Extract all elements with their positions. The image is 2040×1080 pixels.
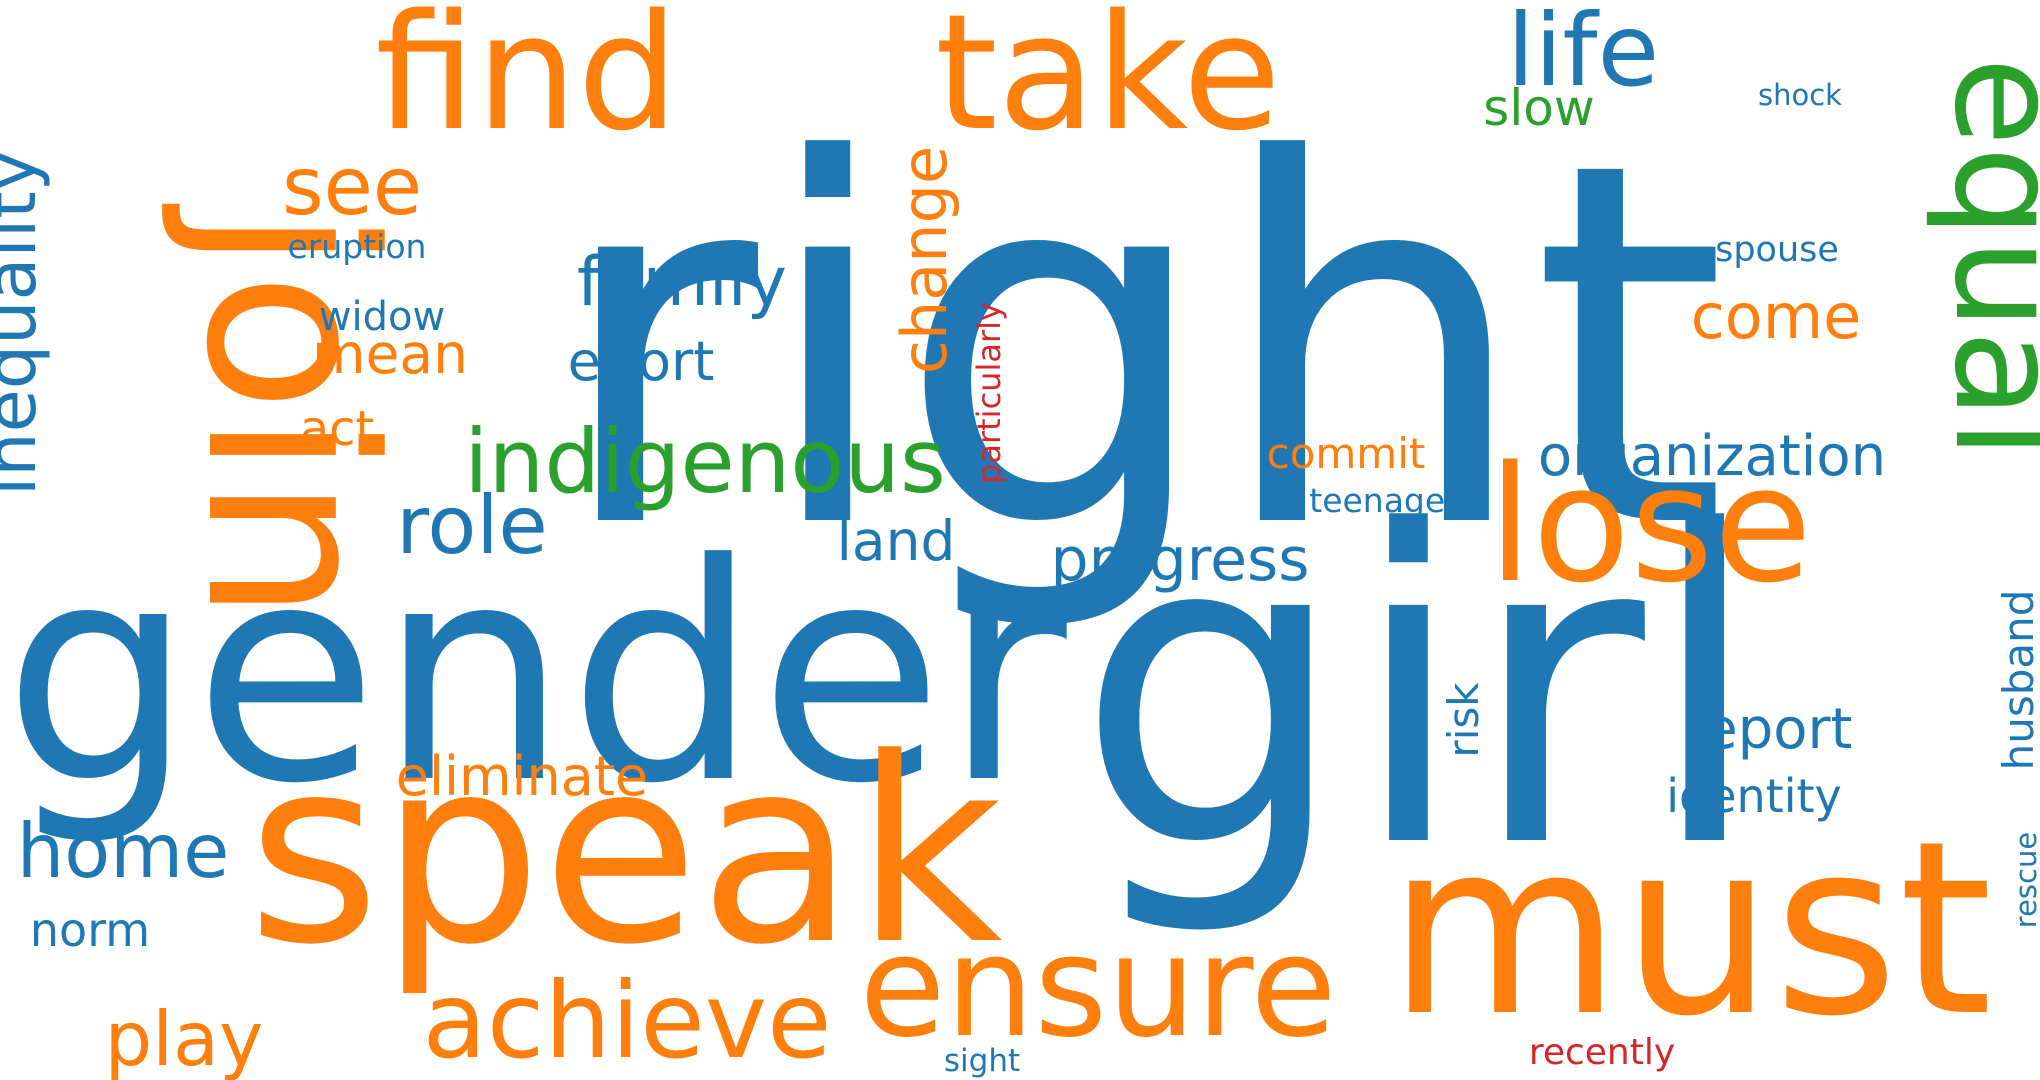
word-progress: progress <box>1050 525 1309 595</box>
word-indigenous: indigenous <box>464 410 946 513</box>
word-rescue: rescue <box>2009 832 2040 928</box>
word-identity: identity <box>1666 769 1842 823</box>
word-sight: sight <box>944 1043 1020 1079</box>
word-spouse: spouse <box>1715 230 1839 270</box>
word-eliminate: eliminate <box>396 745 649 808</box>
word-commit: commit <box>1267 429 1426 478</box>
word-girl: girl <box>1076 442 1765 942</box>
word-ensure: ensure <box>859 906 1336 1069</box>
word-teenager: teenager <box>1309 481 1459 520</box>
word-change: change <box>888 146 961 374</box>
word-gender: gender <box>3 500 1070 849</box>
word-recently: recently <box>1529 1032 1675 1073</box>
word-take: take <box>935 0 1281 166</box>
word-widow: widow <box>319 294 445 340</box>
word-organization: organization <box>1538 424 1886 489</box>
word-risk: risk <box>1439 682 1488 758</box>
word-particularly: particularly <box>970 302 1008 484</box>
word-see: see <box>282 140 422 233</box>
word-family: family <box>577 243 787 322</box>
word-join: join <box>155 203 422 622</box>
word-find: find <box>375 0 679 166</box>
word-come: come <box>1691 280 1862 353</box>
word-achieve: achieve <box>422 960 831 1080</box>
word-act: act <box>300 401 375 457</box>
word-mean: mean <box>312 322 468 386</box>
word-must: must <box>1387 789 1992 1069</box>
word-play: play <box>105 995 264 1080</box>
word-slow: slow <box>1483 79 1594 137</box>
word-report: report <box>1681 697 1852 762</box>
word-eruption: eruption <box>288 227 427 266</box>
word-husband: husband <box>1994 590 2040 771</box>
word-life: life <box>1507 0 1659 109</box>
word-norm: norm <box>30 903 150 957</box>
word-right: right <box>553 56 1728 638</box>
word-speak: speak <box>247 704 1003 1001</box>
word-lose: lose <box>1488 431 1812 618</box>
word-inequality: inequality <box>0 150 52 496</box>
word-home: home <box>17 807 230 895</box>
word-shock: shock <box>1758 78 1842 112</box>
word-land: land <box>837 509 956 573</box>
word-role: role <box>396 479 548 572</box>
word-effort: effort <box>568 330 715 393</box>
word-equal: equal <box>1922 57 2040 459</box>
